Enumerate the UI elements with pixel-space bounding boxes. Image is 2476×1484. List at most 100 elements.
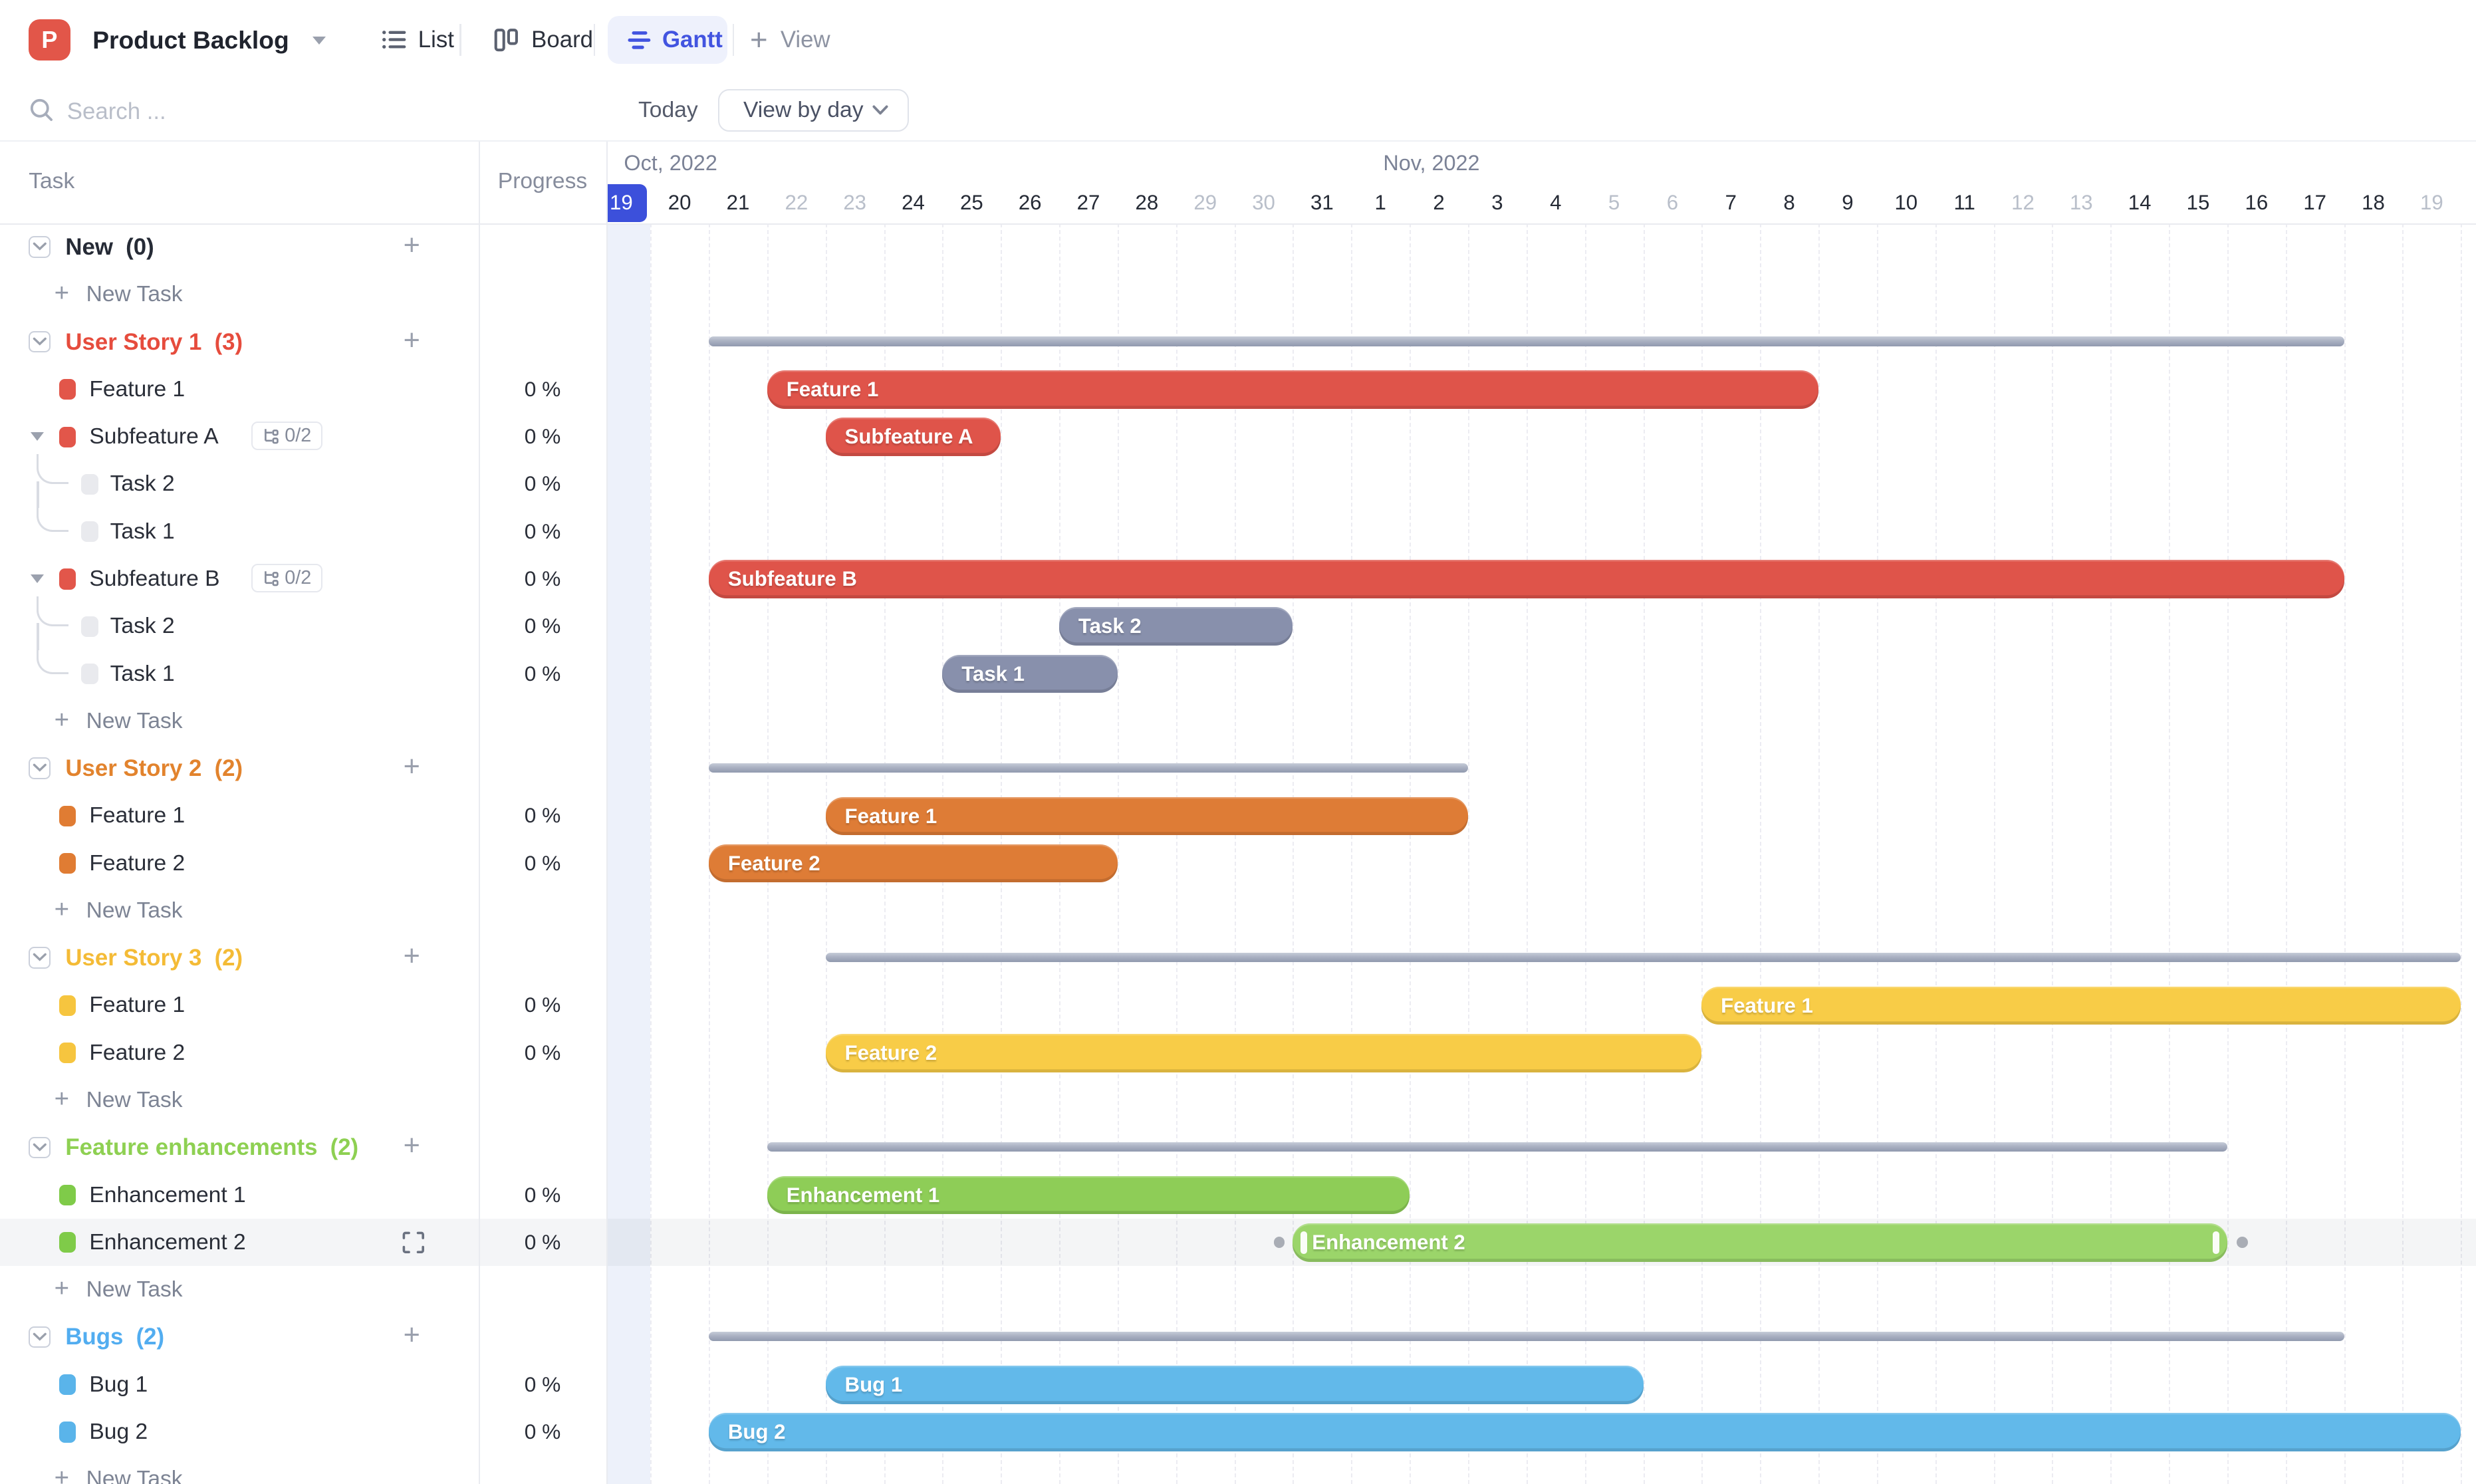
task-row[interactable]: Subfeature B 0/2 0 % [0, 555, 606, 602]
day-label[interactable]: 4 [1550, 190, 1562, 214]
day-label[interactable]: 29 [1193, 190, 1217, 214]
open-task-expand-icon[interactable] [402, 1231, 425, 1261]
group-row[interactable]: User Story 2 (2) + [0, 745, 606, 792]
collapse-group-checkbox[interactable] [29, 330, 51, 353]
project-logo[interactable]: P [29, 19, 70, 61]
gantt-bar[interactable]: Feature 2 [709, 844, 1118, 883]
task-row[interactable]: Task 1 0 % [0, 501, 606, 555]
day-label[interactable]: 25 [960, 190, 983, 214]
add-task-to-group-button[interactable]: + [403, 229, 420, 261]
gantt-bar[interactable]: Subfeature A [825, 418, 1001, 456]
gantt-bar[interactable]: Bug 1 [825, 1365, 1644, 1404]
new-task-row[interactable]: + New Task [0, 887, 606, 934]
add-task-to-group-button[interactable]: + [403, 1130, 420, 1162]
new-task-row[interactable]: + New Task [0, 271, 606, 318]
day-label[interactable]: 30 [1252, 190, 1275, 214]
day-label[interactable]: 21 [726, 190, 750, 214]
day-label[interactable]: 13 [2069, 190, 2093, 214]
gantt-bar[interactable]: Feature 1 [1701, 986, 2461, 1025]
add-task-to-group-button[interactable]: + [403, 1319, 420, 1352]
day-label[interactable]: 15 [2186, 190, 2210, 214]
new-task-row[interactable]: + New Task [0, 1266, 606, 1313]
view-by-select[interactable]: View by day [718, 89, 910, 132]
collapse-group-checkbox[interactable] [29, 1136, 51, 1158]
bar-resize-handle-right[interactable] [2213, 1231, 2219, 1254]
gantt-bar[interactable]: Feature 2 [825, 1033, 1702, 1072]
day-label[interactable]: 11 [1953, 190, 1975, 214]
task-row[interactable]: Feature 1 0 % [0, 792, 606, 839]
project-title[interactable]: Product Backlog [92, 0, 289, 80]
add-task-to-group-button[interactable]: + [403, 324, 420, 356]
today-day-label[interactable]: 19 [609, 190, 633, 214]
task-row[interactable]: Feature 2 0 % [0, 840, 606, 887]
gantt-bar[interactable]: Subfeature B [709, 560, 2344, 598]
collapse-group-checkbox[interactable] [29, 1326, 51, 1348]
day-label[interactable]: 5 [1608, 190, 1620, 214]
day-label[interactable]: 28 [1135, 190, 1159, 214]
day-label[interactable]: 7 [1725, 190, 1737, 214]
group-row[interactable]: New (0) + [0, 223, 606, 271]
day-label[interactable]: 16 [2245, 190, 2269, 214]
gantt-bar[interactable]: Task 2 [1059, 607, 1293, 646]
day-label[interactable]: 8 [1783, 190, 1795, 214]
task-row[interactable]: Enhancement 2 0 % [0, 1218, 606, 1267]
new-task-row[interactable]: + New Task [0, 1076, 606, 1124]
task-row[interactable]: Task 2 0 % [0, 453, 606, 509]
day-label[interactable]: 10 [1894, 190, 1918, 214]
new-task-row[interactable]: + New Task [0, 1455, 606, 1484]
group-row[interactable]: Feature enhancements (2) + [0, 1124, 606, 1171]
day-label[interactable]: 23 [843, 190, 867, 214]
collapse-group-checkbox[interactable] [29, 757, 51, 779]
group-row[interactable]: User Story 1 (3) + [0, 318, 606, 366]
task-row[interactable]: Feature 1 0 % [0, 366, 606, 413]
expander-triangle-icon[interactable] [30, 432, 44, 441]
task-row[interactable]: Task 1 0 % [0, 643, 606, 697]
collapse-group-checkbox[interactable] [29, 236, 51, 258]
day-label[interactable]: 19 [2420, 190, 2443, 214]
expander-triangle-icon[interactable] [30, 574, 44, 584]
task-row[interactable]: Bug 1 0 % [0, 1361, 606, 1408]
new-task-row[interactable]: + New Task [0, 697, 606, 745]
panel-gantt-divider[interactable] [606, 140, 608, 1484]
task-row[interactable]: Bug 2 0 % [0, 1408, 606, 1455]
project-dropdown-caret-icon[interactable] [312, 37, 326, 45]
group-row[interactable]: User Story 3 (2) + [0, 934, 606, 981]
day-label[interactable]: 26 [1018, 190, 1042, 214]
day-label[interactable]: 22 [785, 190, 808, 214]
add-task-to-group-button[interactable]: + [403, 751, 420, 783]
collapse-group-checkbox[interactable] [29, 947, 51, 969]
day-label[interactable]: 12 [2011, 190, 2035, 214]
day-label[interactable]: 24 [902, 190, 925, 214]
day-label[interactable]: 9 [1842, 190, 1854, 214]
gantt-bar[interactable]: Feature 1 [825, 797, 1468, 836]
search-input[interactable] [64, 90, 422, 133]
tab-gantt[interactable]: Gantt [626, 0, 723, 80]
day-label[interactable]: 27 [1076, 190, 1100, 214]
task-row[interactable]: Feature 1 0 % [0, 981, 606, 1029]
bar-resize-handle-left[interactable] [1300, 1231, 1308, 1254]
task-row[interactable]: Subfeature A 0/2 0 % [0, 413, 606, 460]
today-button[interactable]: Today [638, 80, 698, 140]
day-label[interactable]: 14 [2128, 190, 2152, 214]
day-label[interactable]: 3 [1491, 190, 1503, 214]
tab-list[interactable]: List [380, 0, 454, 80]
task-row[interactable]: Enhancement 1 0 % [0, 1172, 606, 1219]
day-label[interactable]: 17 [2303, 190, 2327, 214]
gantt-bar[interactable]: Enhancement 1 [767, 1175, 1410, 1215]
task-progress-divider[interactable] [479, 140, 481, 1484]
add-view-button[interactable]: + View [750, 0, 830, 80]
add-task-to-group-button[interactable]: + [403, 940, 420, 973]
bar-connector-dot-right[interactable] [2237, 1237, 2249, 1249]
day-label[interactable]: 31 [1310, 190, 1334, 214]
gantt-bar[interactable]: Task 1 [942, 654, 1118, 693]
task-row[interactable]: Feature 2 0 % [0, 1029, 606, 1076]
day-label[interactable]: 6 [1666, 190, 1679, 214]
gantt-bar[interactable]: Bug 2 [709, 1413, 2461, 1451]
bar-connector-dot-left[interactable] [1273, 1237, 1285, 1249]
task-row[interactable]: Task 2 0 % [0, 596, 606, 651]
gantt-bar[interactable]: Feature 1 [767, 370, 1819, 409]
day-label[interactable]: 1 [1374, 190, 1386, 214]
group-row[interactable]: Bugs (2) + [0, 1313, 606, 1360]
tab-board[interactable]: Board [491, 0, 593, 80]
day-label[interactable]: 2 [1433, 190, 1445, 214]
